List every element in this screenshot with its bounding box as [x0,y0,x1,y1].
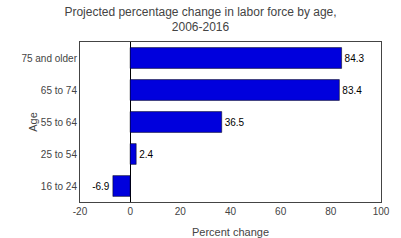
svg-text:Projected percentage change in: Projected percentage change in labor for… [64,5,336,35]
svg-text:-6.9: -6.9 [92,181,110,192]
svg-text:40: 40 [225,206,237,217]
svg-text:36.5: 36.5 [225,117,245,128]
svg-text:83.4: 83.4 [342,85,362,96]
svg-text:2.4: 2.4 [139,149,153,160]
svg-text:Age: Age [27,112,39,132]
svg-text:75 and older: 75 and older [21,53,77,64]
svg-text:84.3: 84.3 [345,53,365,64]
svg-text:65 to 74: 65 to 74 [41,85,78,96]
svg-text:0: 0 [127,206,133,217]
svg-text:-20: -20 [73,206,88,217]
svg-text:55 to 64: 55 to 64 [41,117,78,128]
svg-text:25 to 54: 25 to 54 [41,149,78,160]
svg-text:16 to 24: 16 to 24 [41,181,78,192]
svg-text:Percent change: Percent change [192,226,269,238]
svg-text:100: 100 [373,206,390,217]
svg-text:60: 60 [275,206,287,217]
svg-text:20: 20 [175,206,187,217]
svg-text:80: 80 [325,206,337,217]
